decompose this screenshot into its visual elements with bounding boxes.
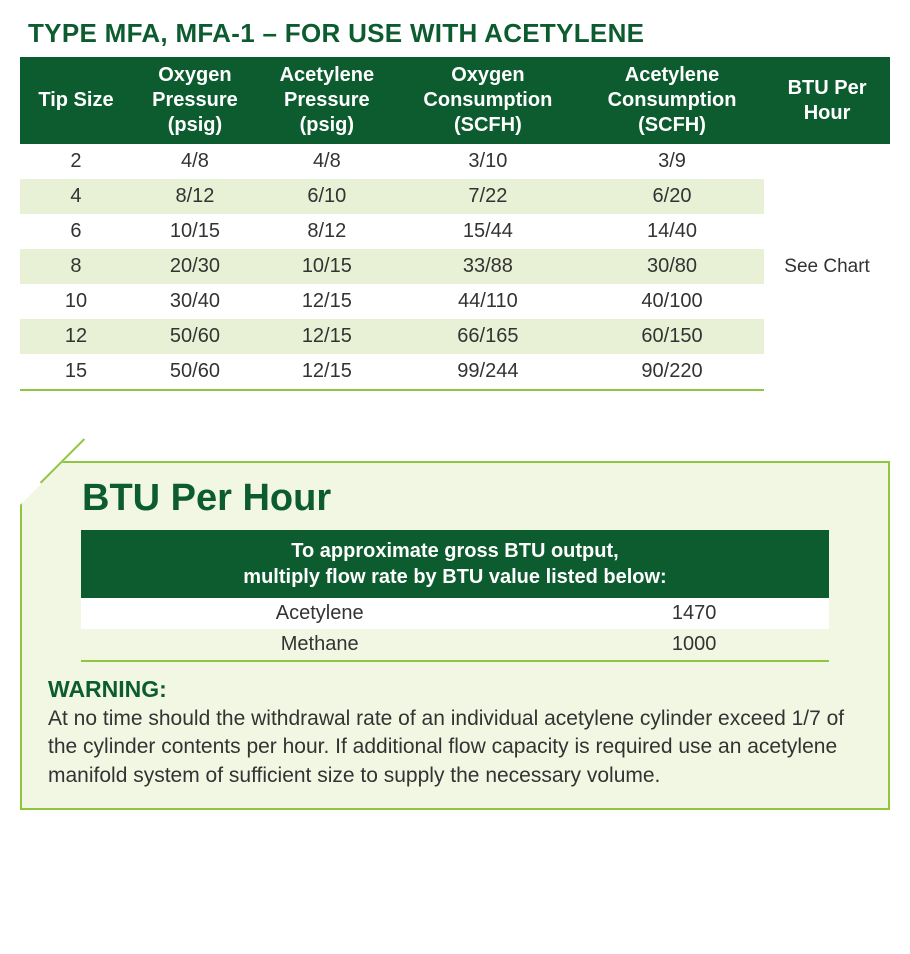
col-acet-cons: AcetyleneConsumption(SCFH) [580, 57, 764, 144]
cell: 8/12 [258, 214, 396, 249]
cell: 4 [20, 179, 132, 214]
cell: 33/88 [396, 249, 580, 284]
cell: 66/165 [396, 319, 580, 354]
cell: 15/44 [396, 214, 580, 249]
btu-value-table: To approximate gross BTU output, multipl… [81, 530, 830, 662]
cell: 14/40 [580, 214, 764, 249]
section-title: TYPE MFA, MFA-1 – FOR USE WITH ACETYLENE [28, 18, 890, 49]
cell: 10/15 [132, 214, 258, 249]
cell: 20/30 [132, 249, 258, 284]
mfa-spec-table: Tip Size OxygenPressure(psig) AcetyleneP… [20, 57, 890, 391]
btu-note-cell: See Chart [764, 144, 890, 390]
cell: 15 [20, 354, 132, 390]
table-header-row: Tip Size OxygenPressure(psig) AcetyleneP… [20, 57, 890, 144]
cell: 50/60 [132, 354, 258, 390]
cell: 44/110 [396, 284, 580, 319]
col-tip-size: Tip Size [20, 57, 132, 144]
warning-text: At no time should the withdrawal rate of… [48, 705, 862, 790]
btu-row: Acetylene 1470 [81, 598, 830, 629]
btu-header-line2: multiply flow rate by BTU value listed b… [243, 566, 666, 588]
btu-per-hour-box: BTU Per Hour To approximate gross BTU ou… [20, 461, 890, 810]
btu-table-header-row: To approximate gross BTU output, multipl… [81, 530, 830, 598]
cell: 40/100 [580, 284, 764, 319]
table-row: 10 30/40 12/15 44/110 40/100 [20, 284, 890, 319]
table-row: 8 20/30 10/15 33/88 30/80 [20, 249, 890, 284]
col-acet-press: AcetylenePressure(psig) [258, 57, 396, 144]
cell: 50/60 [132, 319, 258, 354]
btu-value-cell: 1000 [559, 629, 830, 661]
col-oxy-press: OxygenPressure(psig) [132, 57, 258, 144]
warning-label: WARNING: [48, 676, 862, 703]
cell: 6 [20, 214, 132, 249]
cell: 4/8 [258, 144, 396, 179]
cell: 10 [20, 284, 132, 319]
cell: 10/15 [258, 249, 396, 284]
btu-fuel-cell: Acetylene [81, 598, 559, 629]
table-row: 2 4/8 4/8 3/10 3/9 See Chart [20, 144, 890, 179]
btu-fuel-cell: Methane [81, 629, 559, 661]
cell: 4/8 [132, 144, 258, 179]
cell: 12/15 [258, 354, 396, 390]
btu-value-cell: 1470 [559, 598, 830, 629]
cell: 7/22 [396, 179, 580, 214]
cell: 30/40 [132, 284, 258, 319]
btu-row: Methane 1000 [81, 629, 830, 661]
cell: 8/12 [132, 179, 258, 214]
cell: 99/244 [396, 354, 580, 390]
cell: 12/15 [258, 284, 396, 319]
cell: 8 [20, 249, 132, 284]
cell: 90/220 [580, 354, 764, 390]
btu-box-title: BTU Per Hour [82, 477, 862, 520]
btu-table-header: To approximate gross BTU output, multipl… [81, 530, 830, 598]
col-btu: BTU PerHour [764, 57, 890, 144]
table-row: 4 8/12 6/10 7/22 6/20 [20, 179, 890, 214]
table-row: 15 50/60 12/15 99/244 90/220 [20, 354, 890, 390]
btu-header-line1: To approximate gross BTU output, [291, 540, 618, 562]
col-oxy-cons: OxygenConsumption(SCFH) [396, 57, 580, 144]
cell: 60/150 [580, 319, 764, 354]
cell: 6/10 [258, 179, 396, 214]
cell: 6/20 [580, 179, 764, 214]
cell: 12 [20, 319, 132, 354]
cell: 3/10 [396, 144, 580, 179]
table-row: 12 50/60 12/15 66/165 60/150 [20, 319, 890, 354]
cell: 3/9 [580, 144, 764, 179]
cell: 12/15 [258, 319, 396, 354]
table-body: 2 4/8 4/8 3/10 3/9 See Chart 4 8/12 6/10… [20, 144, 890, 390]
cell: 30/80 [580, 249, 764, 284]
table-row: 6 10/15 8/12 15/44 14/40 [20, 214, 890, 249]
cell: 2 [20, 144, 132, 179]
